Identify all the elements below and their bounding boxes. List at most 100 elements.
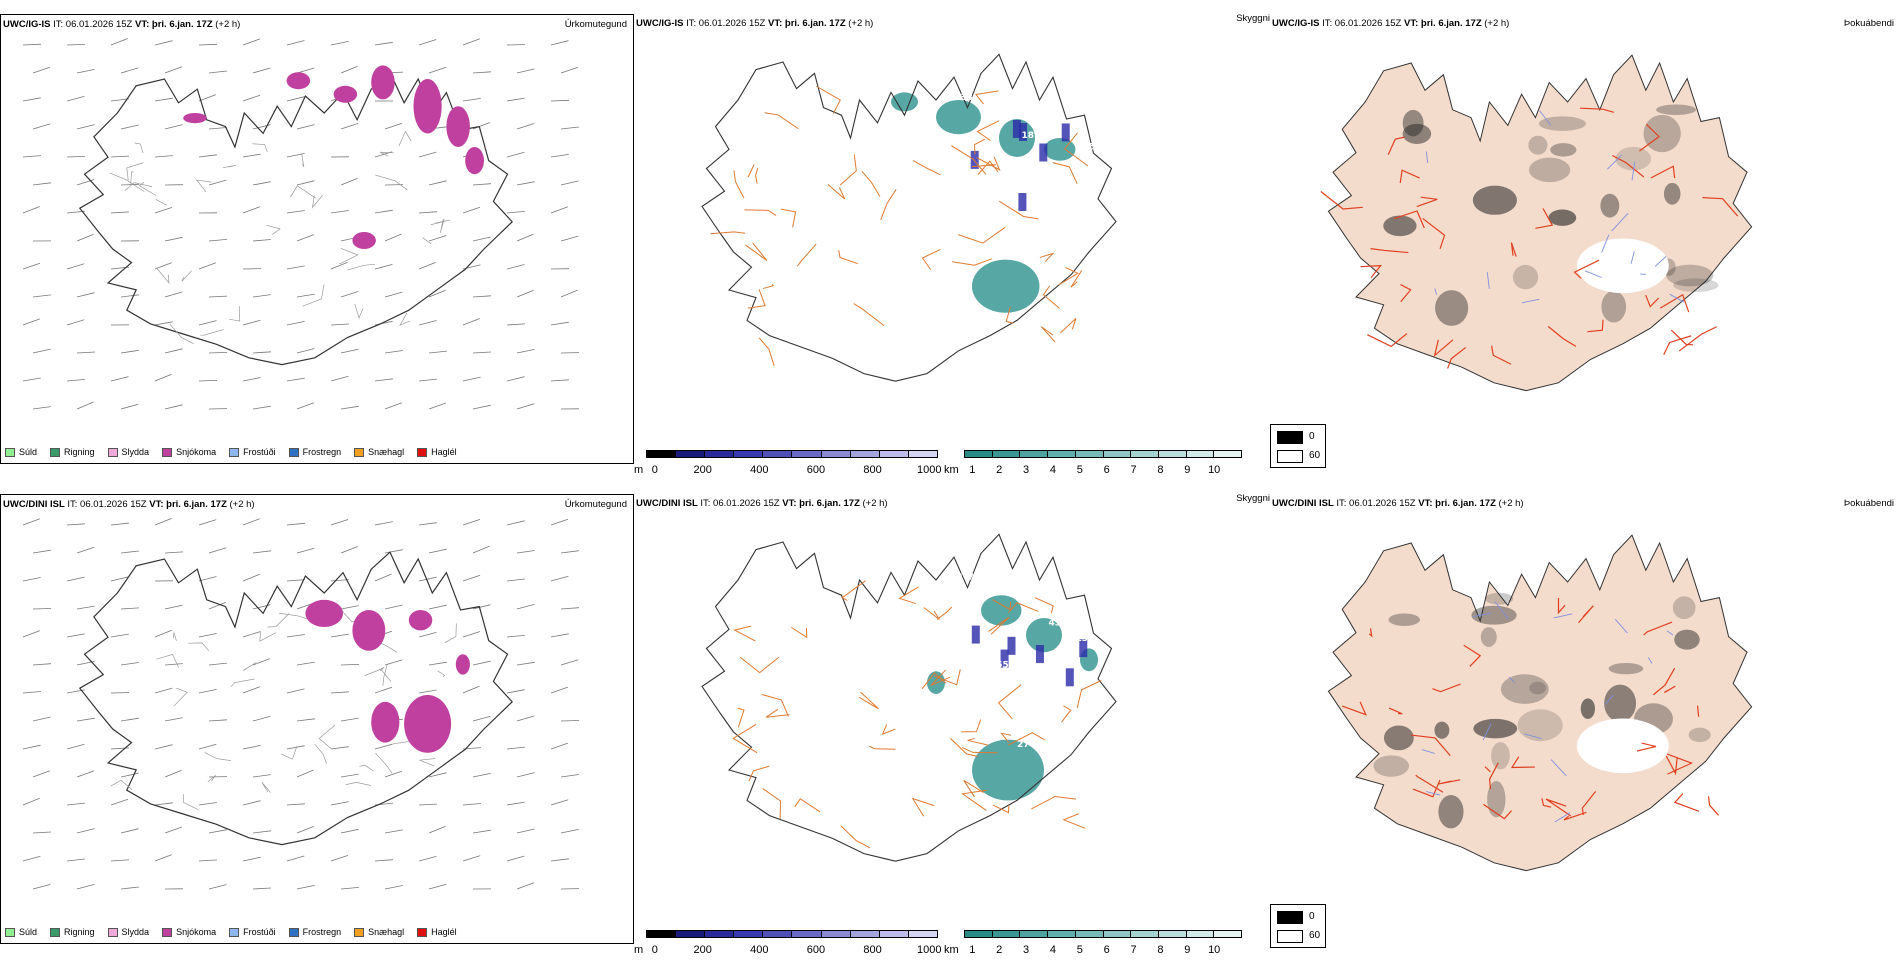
- wind-barb: [209, 180, 226, 185]
- wind-barb: [33, 407, 51, 409]
- cloud-base-value: 198: [1013, 112, 1032, 122]
- road-line: [1077, 680, 1101, 707]
- legend-item: Frostúði: [229, 927, 276, 937]
- cloud-base-tick-label: 800: [863, 464, 881, 476]
- wind-barb: [331, 634, 349, 637]
- road-line: [1044, 286, 1060, 309]
- wind-barb: [23, 798, 40, 805]
- wind-barb: [199, 95, 216, 101]
- road-line: [1060, 318, 1076, 332]
- cloud-base-step: [763, 451, 792, 457]
- road-line: [131, 172, 134, 184]
- fog-shading: [1434, 722, 1449, 739]
- legend-item: Snjókoma: [162, 447, 216, 457]
- wind-barb: [253, 406, 271, 409]
- wind-barb: [517, 662, 535, 665]
- wind-barb: [385, 660, 402, 665]
- low-visibility-area: [936, 100, 981, 134]
- wind-barb: [23, 745, 41, 749]
- road-line: [281, 746, 297, 759]
- legend-label: Snæhagl: [368, 447, 404, 457]
- wind-barb: [551, 800, 568, 805]
- low-cloud-base-area: [1013, 120, 1021, 138]
- road-line: [229, 306, 240, 321]
- wind-barb: [165, 605, 183, 609]
- wind-barb: [121, 404, 138, 409]
- cloud-base-value: 49: [1035, 234, 1048, 244]
- legend-item: Snæhagl: [354, 447, 404, 457]
- fog-shading: [1528, 136, 1547, 155]
- cloud-base-value: 276: [1017, 740, 1036, 750]
- wind-barb: [473, 352, 491, 353]
- wind-barb: [287, 523, 305, 525]
- fog-shading: [1529, 158, 1570, 183]
- wind-barb: [253, 659, 270, 665]
- wind-barb: [561, 829, 579, 833]
- wind-barb: [209, 720, 227, 721]
- wind-barb: [165, 770, 182, 777]
- wind-barb: [419, 379, 437, 381]
- wind-barb: [331, 747, 349, 749]
- road-line: [862, 171, 880, 196]
- cloud-base-value: 25: [932, 230, 945, 240]
- wind-barb: [23, 378, 41, 381]
- wind-barb: [111, 860, 129, 861]
- wind-barb: [419, 523, 437, 525]
- wind-barb: [375, 42, 393, 45]
- wind-barb: [199, 577, 216, 582]
- road-line: [252, 144, 267, 152]
- cloud-base-step: [851, 931, 880, 937]
- wind-barb: [473, 237, 491, 241]
- wind-barb: [517, 604, 534, 609]
- wind-barb: [419, 212, 437, 213]
- wind-barb: [253, 352, 271, 353]
- wind-barb: [517, 234, 534, 241]
- wind-barb: [253, 831, 271, 833]
- wind-barb: [77, 606, 95, 609]
- fog-shading: [1601, 291, 1626, 323]
- legend-swatch: [5, 448, 15, 457]
- wind-barb: [121, 829, 139, 833]
- wind-barb: [507, 747, 525, 749]
- fog-shading: [1384, 725, 1414, 750]
- wind-barb: [77, 234, 94, 241]
- road-line: [262, 782, 271, 792]
- wind-barb: [243, 207, 260, 213]
- wind-barb: [287, 266, 305, 269]
- road-line: [791, 627, 806, 637]
- legend-item: Slydda: [108, 927, 150, 937]
- wind-barb: [77, 771, 94, 777]
- road-line: [135, 143, 144, 153]
- legend-swatch: [50, 448, 60, 457]
- wind-barb: [243, 745, 261, 749]
- wind-barb: [67, 44, 85, 45]
- road-line: [157, 268, 169, 282]
- wind-barb: [429, 181, 447, 185]
- cloud-base-value: 331: [945, 573, 964, 583]
- wind-barb: [331, 855, 348, 861]
- legend-swatch: [354, 928, 364, 937]
- fog-shading: [1656, 104, 1696, 115]
- fog-shading: [1550, 143, 1576, 156]
- wind-barb: [429, 549, 447, 553]
- clouds-panel: UWC/IG-IS IT: 06.01.2026 15Z VT: þri. 6.…: [634, 14, 1270, 486]
- road-line: [445, 623, 456, 642]
- wind-barb: [121, 551, 139, 553]
- wind-barb: [297, 349, 314, 354]
- low-cloud-base-area: [1039, 143, 1047, 161]
- road-line: [1041, 327, 1055, 343]
- visibility-step: [1159, 931, 1187, 937]
- wind-barb: [331, 802, 349, 805]
- visibility-step: [1187, 931, 1215, 937]
- fog-shading: [1471, 606, 1516, 625]
- wind-barb: [23, 263, 40, 269]
- road-line: [740, 657, 779, 672]
- wind-barb: [297, 403, 314, 409]
- road-line: [173, 633, 176, 641]
- wind-barb: [341, 829, 359, 833]
- wind-barb: [375, 574, 392, 581]
- visibility-tick-label: 10: [1208, 944, 1220, 956]
- wind-barb: [155, 745, 173, 749]
- wind-barb: [23, 156, 41, 157]
- road-line: [958, 227, 1005, 243]
